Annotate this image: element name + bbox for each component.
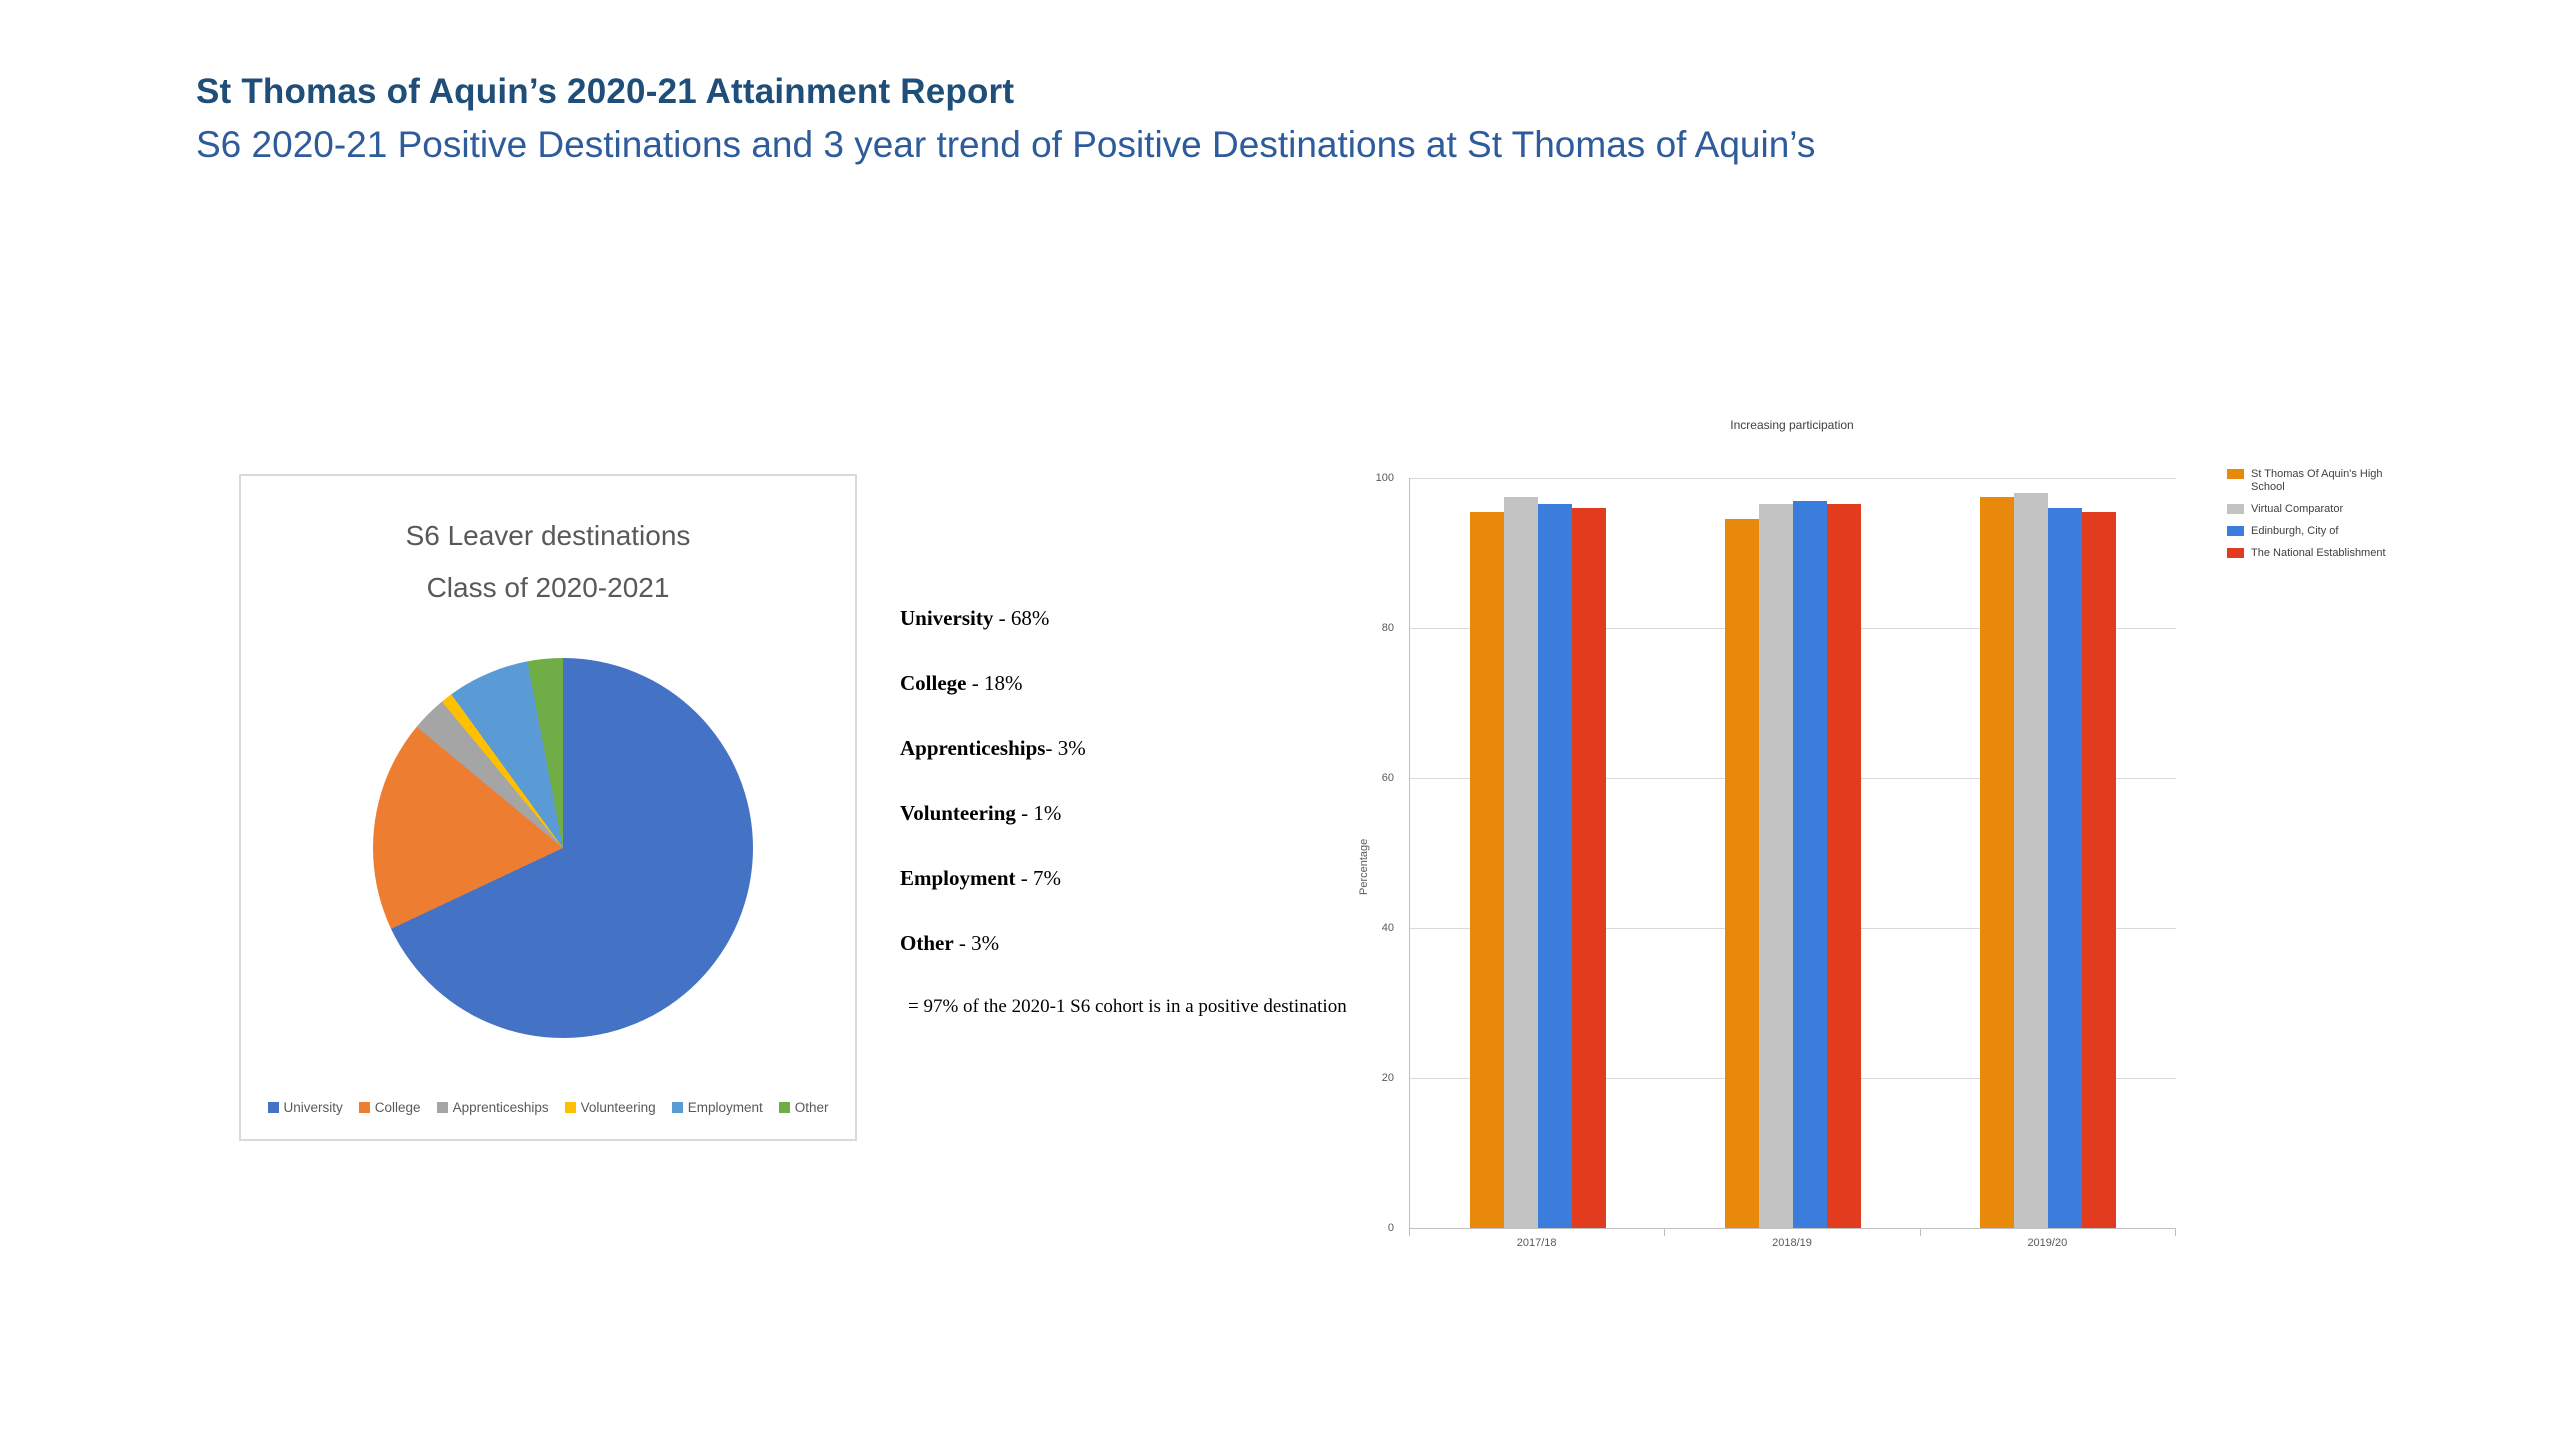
destination-line: Apprenticeships- 3% (900, 736, 1347, 761)
ytick-label: 20 (1381, 1072, 1394, 1084)
bar-2018-19-series-1 (1725, 519, 1759, 1228)
destination-line: College - 18% (900, 671, 1347, 696)
bar-2019-20-series-2 (2014, 493, 2049, 1228)
bar-plot (1409, 478, 2176, 1229)
x-axis-tick (1919, 1229, 1921, 1236)
ytick-label: 80 (1381, 622, 1394, 634)
legend-swatch (2227, 469, 2244, 479)
xtick-label: 2019/20 (2027, 1237, 2068, 1249)
destination-line: University - 68% (900, 606, 1347, 631)
destination-label: Volunteering (900, 801, 1016, 825)
x-axis-tick (1664, 1229, 1666, 1236)
legend-label: The National Establishment (2251, 547, 2386, 559)
pie-chart-title: S6 Leaver destinations Class of 2020-202… (241, 510, 855, 614)
destination-label: Other (900, 931, 954, 955)
legend-label: College (374, 1100, 421, 1115)
pie-chart-panel: S6 Leaver destinations Class of 2020-202… (239, 474, 857, 1141)
pie-legend-item: Apprenticeships (436, 1100, 549, 1115)
destination-label: College (900, 671, 967, 695)
destination-value: - 3% (953, 931, 1000, 955)
bar-2019-20-series-4 (2082, 511, 2117, 1228)
destinations-summary: = 97% of the 2020-1 S6 cohort is in a po… (908, 996, 1347, 1017)
legend-label: Apprenticeships (452, 1100, 549, 1115)
destination-line: Other - 3% (900, 931, 1347, 956)
legend-label: Edinburgh, City of (2251, 525, 2339, 537)
pie-legend-item: Other (778, 1100, 829, 1115)
bar-chart-panel: Increasing participation Percentage 0 20 4… (1340, 410, 2460, 1290)
legend-swatch (564, 1102, 576, 1113)
pie-chart (373, 658, 753, 1038)
xtick-label: 2018/19 (1772, 1237, 1812, 1249)
destination-label: Employment (900, 866, 1016, 890)
bar-2017-18-series-4 (1571, 508, 1606, 1228)
bar-legend-item: Edinburgh, City of (2227, 525, 2412, 538)
pie-legend-item: College (358, 1100, 421, 1115)
legend-label: University (283, 1100, 343, 1115)
ytick-label: 40 (1381, 922, 1394, 934)
bar-2019-20-series-1 (1980, 496, 2015, 1228)
bar-legend-item: The National Establishment (2227, 547, 2412, 560)
destination-value: - 18% (966, 671, 1023, 695)
legend-swatch (2227, 504, 2244, 514)
bar-2019-20-series-3 (2048, 508, 2083, 1228)
legend-swatch (2227, 526, 2244, 536)
pie-legend-item: Volunteering (564, 1100, 656, 1115)
destination-value: - 7% (1015, 866, 1061, 890)
bar-ytick-labels: 0 20 40 60 80 100 (1340, 472, 1402, 1234)
pie-legend: University College Apprenticeships Voluntee… (241, 1100, 855, 1115)
legend-swatch (436, 1102, 448, 1113)
x-axis-tick (2175, 1229, 2176, 1236)
legend-swatch (358, 1102, 370, 1113)
destination-label: University (900, 606, 994, 630)
legend-swatch (267, 1102, 279, 1113)
bar-legend-item: Virtual Comparator (2227, 503, 2412, 516)
ytick-label: 60 (1381, 772, 1394, 784)
xtick-label: 2017/18 (1516, 1237, 1557, 1249)
bar-2018-19-series-4 (1827, 504, 1861, 1228)
bar-2018-19-series-2 (1759, 504, 1793, 1228)
legend-label: Other (794, 1100, 829, 1115)
destination-label: Apprenticeships (900, 736, 1046, 760)
pie-legend-item: Employment (671, 1100, 763, 1115)
gridline (1410, 478, 2176, 479)
legend-label: St Thomas Of Aquin's High School (2251, 468, 2383, 493)
legend-label: Employment (687, 1100, 763, 1115)
bar-2017-18-series-3 (1537, 504, 1572, 1228)
legend-label: Virtual Comparator (2251, 503, 2344, 515)
bar-chart-title: Increasing participation (1730, 418, 1854, 432)
ytick-label: 100 (1375, 472, 1394, 484)
bar-legend-item: St Thomas Of Aquin's High School (2227, 468, 2412, 494)
x-axis-tick (1409, 1229, 1410, 1236)
report-subtitle: S6 2020-21 Positive Destinations and 3 y… (196, 124, 1816, 165)
ytick-label: 0 (1387, 1222, 1394, 1234)
bar-2017-18-series-1 (1469, 511, 1504, 1228)
destination-value: - 3% (1045, 736, 1086, 760)
pie-legend-item: University (267, 1100, 343, 1115)
bar-2017-18-series-2 (1503, 496, 1538, 1228)
destination-value: - 68% (993, 606, 1050, 630)
bar-xlabels: 2017/18 2018/19 2019/20 (1409, 1237, 2175, 1257)
legend-swatch (2227, 548, 2244, 558)
destination-line: Volunteering - 1% (900, 801, 1347, 826)
legend-swatch (671, 1102, 683, 1113)
legend-label: Volunteering (580, 1100, 656, 1115)
bar-legend: St Thomas Of Aquin's High School Virtual … (2227, 468, 2412, 560)
legend-swatch (778, 1102, 790, 1113)
report-title: St Thomas of Aquin’s 2020-21 Attainment … (196, 72, 1015, 111)
destination-lines: University - 68% College - 18% Apprentices… (900, 606, 1347, 956)
destination-line: Employment - 7% (900, 866, 1347, 891)
pie-title-line-2: Class of 2020-2021 (426, 572, 670, 603)
bar-2018-19-series-3 (1793, 500, 1827, 1228)
destination-value: - 1% (1015, 801, 1062, 825)
pie-title-line-1: S6 Leaver destinations (405, 520, 691, 551)
destinations-block: University - 68% College - 18% Apprentices… (900, 606, 1347, 1018)
